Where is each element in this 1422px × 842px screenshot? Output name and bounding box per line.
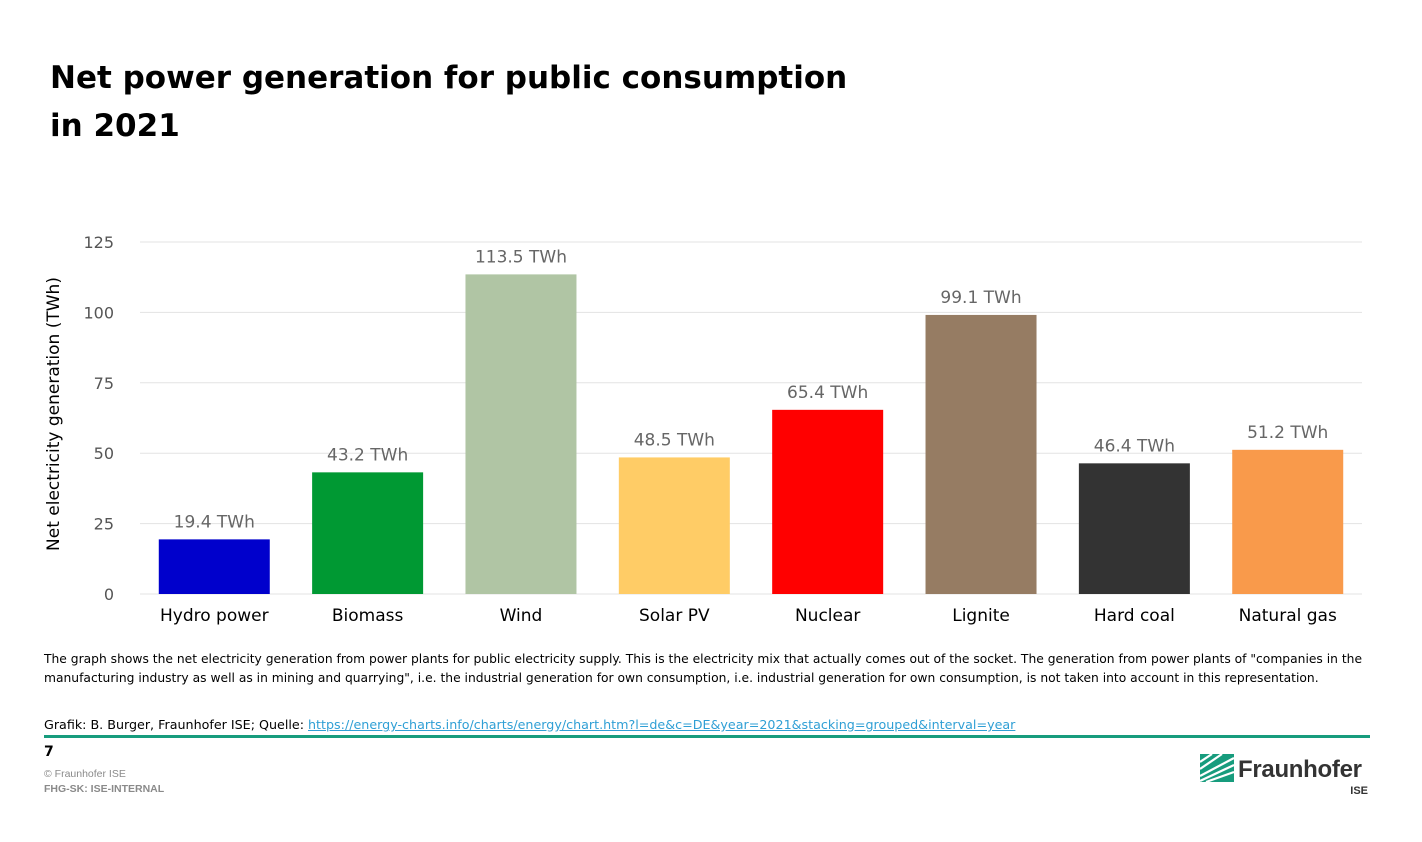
x-tick-label: Lignite [952,606,1010,626]
fraunhofer-logo: Fraunhofer ISE [1200,754,1372,800]
bar-chart: 0 25 50 75 100 125 19.4 TWh 43.2 TWh 113.5 TWh 4… [44,233,1362,626]
source-prefix: Grafik: B. Burger, Fraunhofer ISE; Quell… [44,717,309,732]
y-axis-label: Net electricity generation (TWh) [44,277,64,551]
fraunhofer-logo-icon [1200,754,1234,782]
source-line: Grafik: B. Burger, Fraunhofer ISE; Quell… [44,716,1374,734]
x-tick-label: Natural gas [1239,606,1337,626]
data-label: 48.5 TWh [634,430,715,450]
y-tick-label: 125 [83,233,114,252]
logo-sub: ISE [1350,785,1368,797]
bar-nuclear [772,409,884,594]
x-tick-label: Biomass [332,606,404,626]
bar-lignite [925,314,1037,594]
x-tick-label: Nuclear [795,606,860,626]
y-tick-label: 75 [94,374,114,393]
data-label: 43.2 TWh [327,445,408,465]
data-labels: 19.4 TWh 43.2 TWh 113.5 TWh 48.5 TWh 65.4 TW… [174,247,1329,532]
data-label: 51.2 TWh [1247,423,1328,443]
x-tick-labels: Hydro power Biomass Wind Solar PV Nuclear Lig… [160,606,1337,626]
bar-natural-gas [1232,449,1344,594]
data-label: 46.4 TWh [1094,436,1175,456]
y-tick-label: 25 [94,515,114,534]
y-tick-label: 50 [94,444,114,463]
page-title: Net power generation for public consumpt… [50,54,950,150]
copyright-text: © Fraunhofer ISE [44,768,126,780]
bar-solar-pv [618,457,730,594]
page-number: 7 [44,744,54,760]
x-tick-label: Solar PV [639,606,710,626]
bars [158,274,1344,594]
classification-text: FHG-SK: ISE-INTERNAL [44,783,165,795]
page-title-line-2: in 2021 [50,108,180,144]
bar-wind [465,274,577,594]
data-label: 113.5 TWh [475,247,567,267]
x-tick-label: Hydro power [160,606,269,626]
bar-hydro-power [158,539,270,594]
data-label: 99.1 TWh [940,288,1021,308]
bar-hard-coal [1078,463,1190,594]
footer-divider [44,735,1370,738]
x-tick-label: Wind [500,606,543,626]
bar-biomass [312,472,424,594]
page-title-line-1: Net power generation for public consumpt… [50,60,848,96]
source-link[interactable]: https://energy-charts.info/charts/energy… [308,717,1016,732]
y-tick-label: 0 [104,585,114,604]
logo-name: Fraunhofer [1238,756,1362,783]
chart-caption: The graph shows the net electricity gene… [44,652,1363,685]
x-tick-label: Hard coal [1094,606,1175,626]
data-label: 65.4 TWh [787,383,868,403]
data-label: 19.4 TWh [174,512,255,532]
y-tick-label: 100 [83,303,114,322]
y-tick-labels: 0 25 50 75 100 125 [83,233,114,604]
